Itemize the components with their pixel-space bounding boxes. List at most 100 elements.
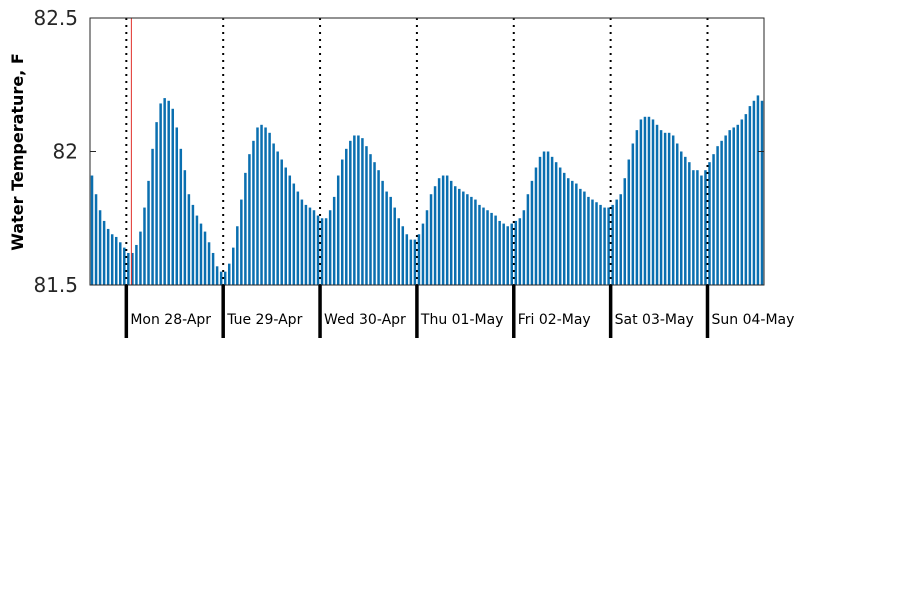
temperature-bar: [736, 124, 740, 285]
temperature-bar: [506, 226, 509, 285]
temperature-bar: [692, 170, 695, 285]
temperature-bar: [123, 247, 126, 285]
temperature-bar: [139, 231, 142, 285]
temperature-bar: [663, 132, 667, 285]
temperature-bar: [199, 223, 203, 285]
temperature-bar: [272, 143, 275, 285]
temperature-bar: [655, 124, 659, 285]
temperature-bar: [332, 196, 336, 285]
temperature-bar: [232, 247, 235, 285]
temperature-bar: [244, 172, 247, 285]
temperature-bar: [377, 170, 380, 285]
temperature-bar: [671, 135, 675, 285]
temperature-bar: [256, 127, 259, 285]
temperature-bar: [752, 100, 756, 286]
temperature-bar: [385, 191, 388, 285]
temperature-bar: [534, 167, 538, 285]
day-divider-group: [125, 18, 709, 285]
temperature-bar: [631, 143, 635, 285]
temperature-bar: [183, 170, 187, 285]
temperature-bar: [708, 162, 711, 285]
temperature-bar: [240, 199, 243, 285]
temperature-bar: [119, 242, 122, 285]
temperature-bar: [522, 210, 526, 285]
day-label: Sat 03-May: [615, 312, 694, 328]
temperature-bar: [587, 196, 590, 285]
temperature-bar: [510, 223, 513, 285]
temperature-bar: [575, 183, 578, 285]
temperature-bar: [667, 132, 671, 285]
temperature-bar: [268, 132, 271, 285]
temperature-bar: [280, 159, 283, 285]
temperature-bar: [167, 100, 170, 286]
temperature-bar: [502, 223, 505, 285]
temperature-bar: [405, 234, 409, 285]
y-tick-label: 82.5: [33, 6, 78, 30]
temperature-bar: [583, 191, 586, 285]
temperature-bar: [340, 159, 344, 285]
temperature-bar: [542, 151, 546, 285]
temperature-bar: [252, 140, 255, 285]
temperature-bar: [599, 204, 602, 285]
temperature-bar: [94, 194, 98, 285]
temperature-bar: [627, 159, 631, 285]
temperature-bar: [389, 196, 392, 285]
temperature-bar: [98, 210, 102, 285]
temperature-bar: [324, 218, 328, 285]
temperature-bar: [413, 239, 417, 285]
temperature-bar: [260, 124, 263, 285]
temperature-bar: [449, 180, 453, 285]
temperature-bar: [357, 135, 360, 285]
temperature-bar: [526, 194, 530, 285]
temperature-bar: [530, 180, 534, 285]
temperature-bar: [336, 175, 340, 285]
temperature-bar: [114, 236, 118, 285]
temperature-bar: [675, 143, 679, 285]
temperature-bar: [110, 234, 114, 285]
temperature-bar: [147, 180, 150, 285]
day-label: Sun 04-May: [712, 312, 795, 328]
temperature-bar: [454, 186, 457, 285]
temperature-bar: [421, 223, 425, 285]
temperature-bar: [607, 207, 610, 285]
temperature-bar: [296, 191, 300, 285]
temperature-bar: [474, 199, 477, 285]
temperature-bar: [603, 207, 606, 285]
temperature-bar: [688, 162, 691, 285]
temperature-bar: [635, 130, 639, 285]
temperature-bar: [680, 151, 683, 285]
temperature-bar: [276, 151, 279, 285]
temperature-bar: [143, 207, 146, 285]
temperature-bar: [441, 175, 445, 285]
temperature-bar: [191, 204, 195, 285]
temperature-bar: [760, 100, 764, 286]
temperature-bar: [462, 191, 465, 285]
temperature-bar: [684, 156, 687, 285]
temperature-bar: [571, 180, 574, 285]
day-label: Fri 02-May: [518, 312, 591, 328]
temperature-bar: [554, 162, 558, 285]
temperature-bar: [349, 140, 352, 285]
temperature-bar: [90, 175, 94, 285]
temperature-bar: [716, 146, 719, 285]
temperature-bar: [171, 108, 174, 285]
temperature-bar: [300, 199, 304, 285]
temperature-bar: [494, 215, 497, 285]
temperature-bar: [207, 242, 211, 285]
temperature-bar: [623, 178, 627, 285]
temperature-bar: [175, 127, 179, 285]
temperature-bar: [308, 207, 312, 285]
temperature-bar: [397, 218, 400, 285]
temperature-bar: [732, 127, 735, 285]
temperature-bar: [264, 127, 267, 285]
temperature-bar: [345, 148, 348, 285]
temperature-bar: [248, 154, 251, 285]
temperature-bar: [445, 175, 449, 285]
temperature-bar: [401, 226, 405, 285]
temperature-bar: [288, 175, 292, 285]
y-axis-label: Water Temperature, F: [8, 53, 27, 251]
temperature-bar: [651, 119, 655, 286]
temperature-bar: [292, 183, 296, 285]
temperature-bar: [151, 148, 154, 285]
temperature-bar: [720, 140, 723, 285]
